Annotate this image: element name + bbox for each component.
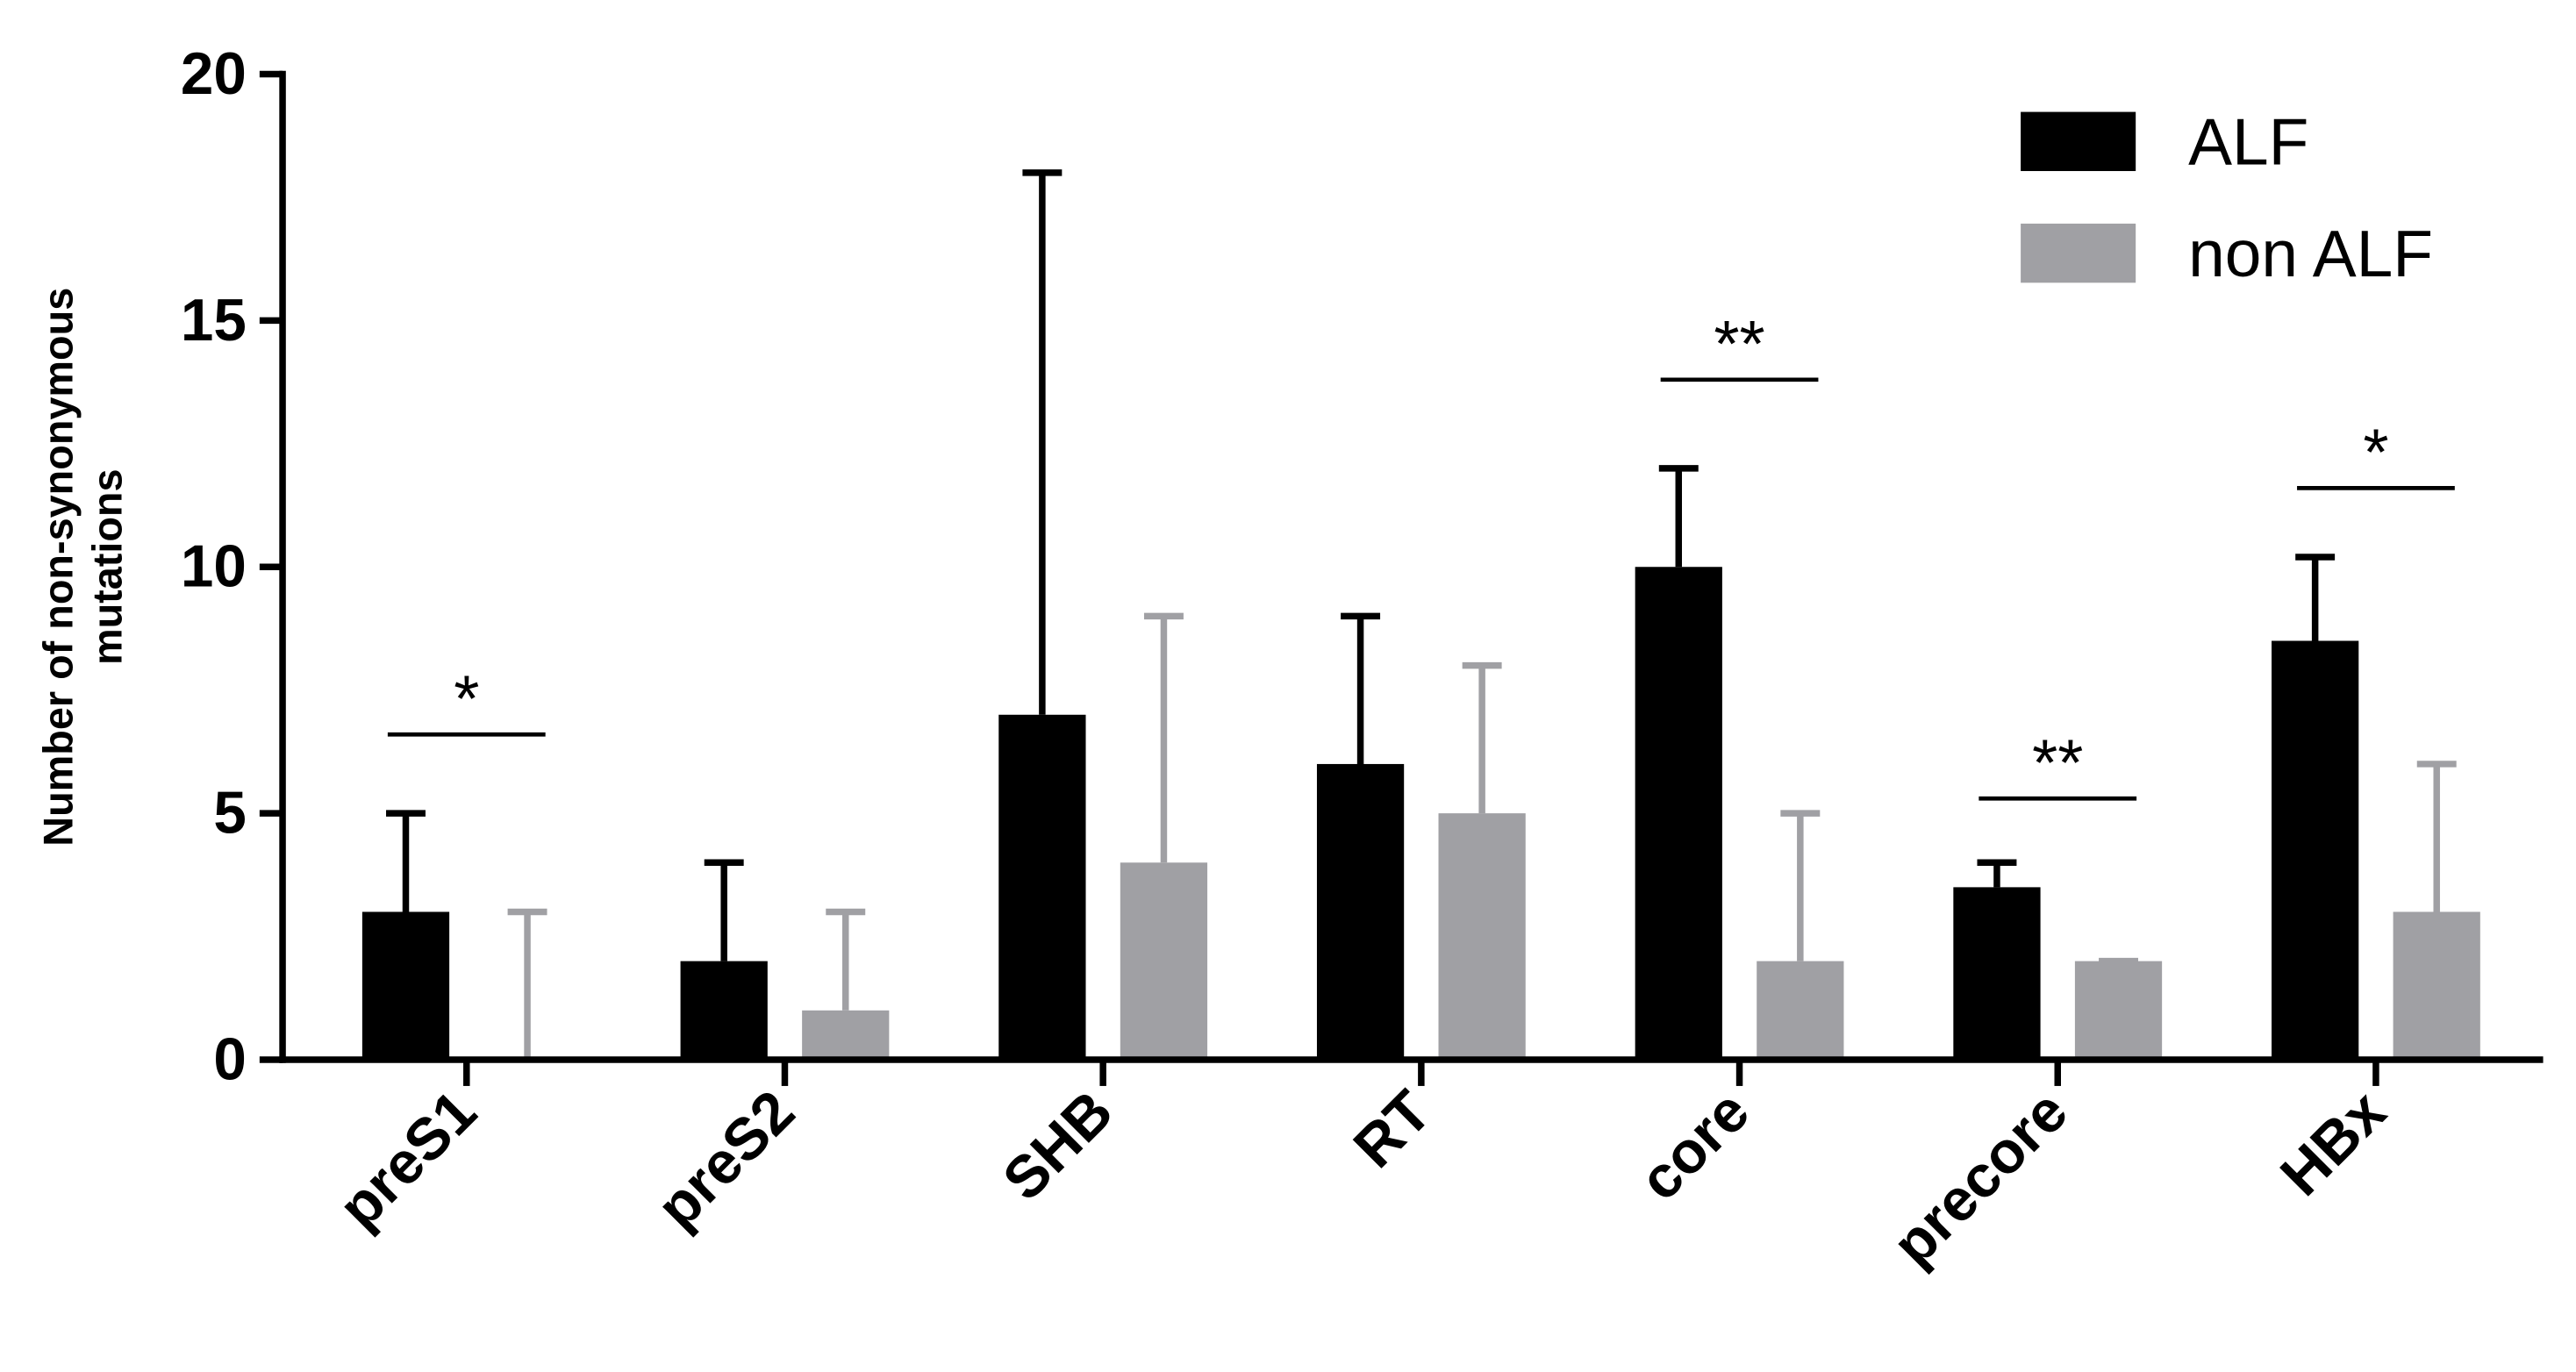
- bar: [361, 911, 450, 1060]
- y-tick-label: 0: [213, 1026, 246, 1092]
- bar: [2272, 640, 2359, 1060]
- y-tick-label: 10: [181, 534, 247, 600]
- x-tick-label: core: [1627, 1078, 1762, 1213]
- legend-swatch: [2021, 111, 2136, 171]
- y-axis-title: Number of non-synonymous mutations: [35, 288, 130, 847]
- x-tick-label: RT: [1342, 1078, 1444, 1181]
- x-tick-label: preS1: [326, 1078, 489, 1240]
- bar: [1316, 763, 1405, 1060]
- significance-label: *: [454, 661, 479, 735]
- bar: [802, 1010, 890, 1060]
- bar: [2074, 961, 2163, 1060]
- y-tick-label: 20: [181, 41, 247, 107]
- bar: [998, 714, 1086, 1060]
- bar: [1953, 887, 2041, 1060]
- bar: [1757, 961, 1844, 1060]
- legend-label: ALF: [2188, 104, 2308, 178]
- bar: [1120, 862, 1208, 1060]
- bar: [1438, 813, 1526, 1060]
- significance-label: **: [2032, 725, 2083, 799]
- y-tick-label: 5: [213, 781, 246, 847]
- bar: [2393, 911, 2480, 1060]
- legend-label: non ALF: [2188, 217, 2433, 290]
- x-tick-label: preS2: [645, 1078, 807, 1240]
- x-tick-label: precore: [1880, 1078, 2080, 1278]
- x-tick-label: SHB: [991, 1078, 1126, 1213]
- bar: [1635, 567, 1722, 1060]
- y-tick-label: 15: [181, 288, 247, 354]
- x-tick-label: HBx: [2268, 1078, 2398, 1208]
- significance-label: *: [2363, 415, 2388, 489]
- y-axis-title-line: mutations: [85, 468, 131, 665]
- legend-swatch: [2021, 223, 2136, 283]
- significance-label: **: [1714, 307, 1764, 381]
- y-axis-title-line: Number of non-synonymous: [35, 288, 81, 847]
- bar: [680, 961, 768, 1060]
